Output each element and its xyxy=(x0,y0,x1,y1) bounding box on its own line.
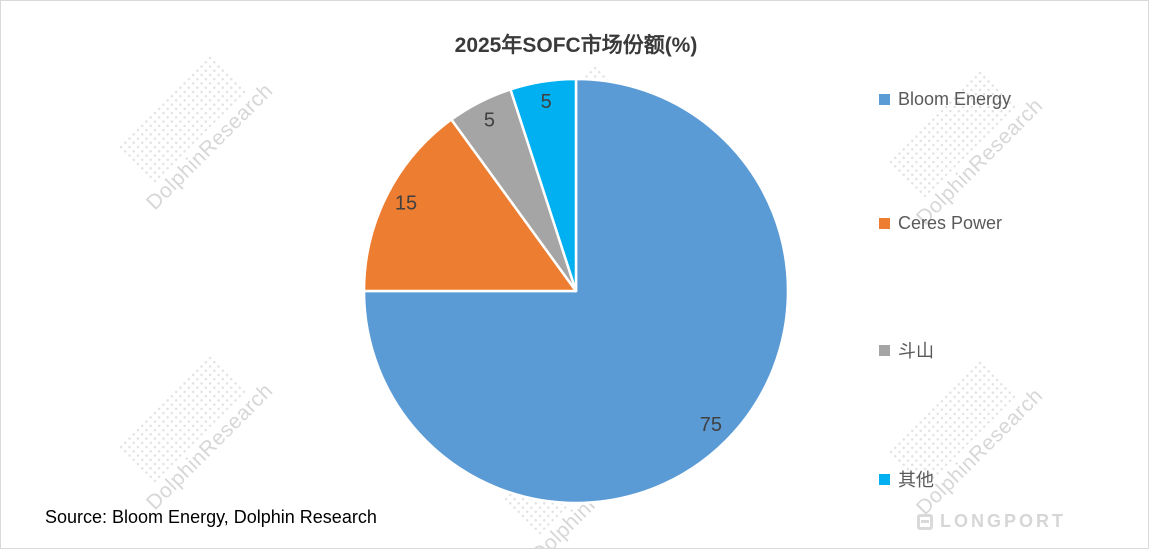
longport-logo-text: LONGPORT xyxy=(940,511,1066,531)
watermark-text: DolphinResearch xyxy=(141,78,278,215)
data-label-2: 5 xyxy=(484,109,495,131)
legend-label: Bloom Energy xyxy=(898,89,1012,109)
watermark-dots xyxy=(116,53,247,184)
chart-title: 2025年SOFC市场份额(%) xyxy=(454,34,698,57)
longport-logo: LONGPORT xyxy=(917,511,1066,532)
data-label-1: 15 xyxy=(395,193,417,215)
legend-label: Ceres Power xyxy=(898,213,1003,233)
legend-swatch xyxy=(879,218,890,229)
pie-slice-1 xyxy=(362,118,578,293)
legend-swatch xyxy=(879,94,890,105)
watermark-dots xyxy=(116,353,247,484)
longport-logo-icon xyxy=(917,513,933,530)
pie-chart: 75 15 5 5 xyxy=(362,77,790,505)
legend-swatch xyxy=(879,344,890,356)
legend-label: 斗山 xyxy=(898,341,934,361)
legend-label: 其他 xyxy=(898,470,934,490)
watermark: DolphinResearch xyxy=(89,326,293,530)
legend-item-1: Ceres Power xyxy=(879,213,1011,234)
pie-slice-0 xyxy=(362,77,790,505)
source-note: Source: Bloom Energy, Dolphin Research xyxy=(45,507,377,527)
data-label-0: 75 xyxy=(700,414,722,436)
data-label-3: 5 xyxy=(541,91,552,113)
legend: Bloom Energy Ceres Power 斗山其他 xyxy=(879,89,1011,492)
legend-item-3: 其他 xyxy=(879,466,1011,492)
legend-item-0: Bloom Energy xyxy=(879,89,1011,110)
legend-item-2: 斗山 xyxy=(879,337,1011,363)
legend-swatch xyxy=(879,473,890,485)
watermark: DolphinResearch xyxy=(89,26,293,230)
watermark-text: DolphinResearch xyxy=(141,378,278,515)
